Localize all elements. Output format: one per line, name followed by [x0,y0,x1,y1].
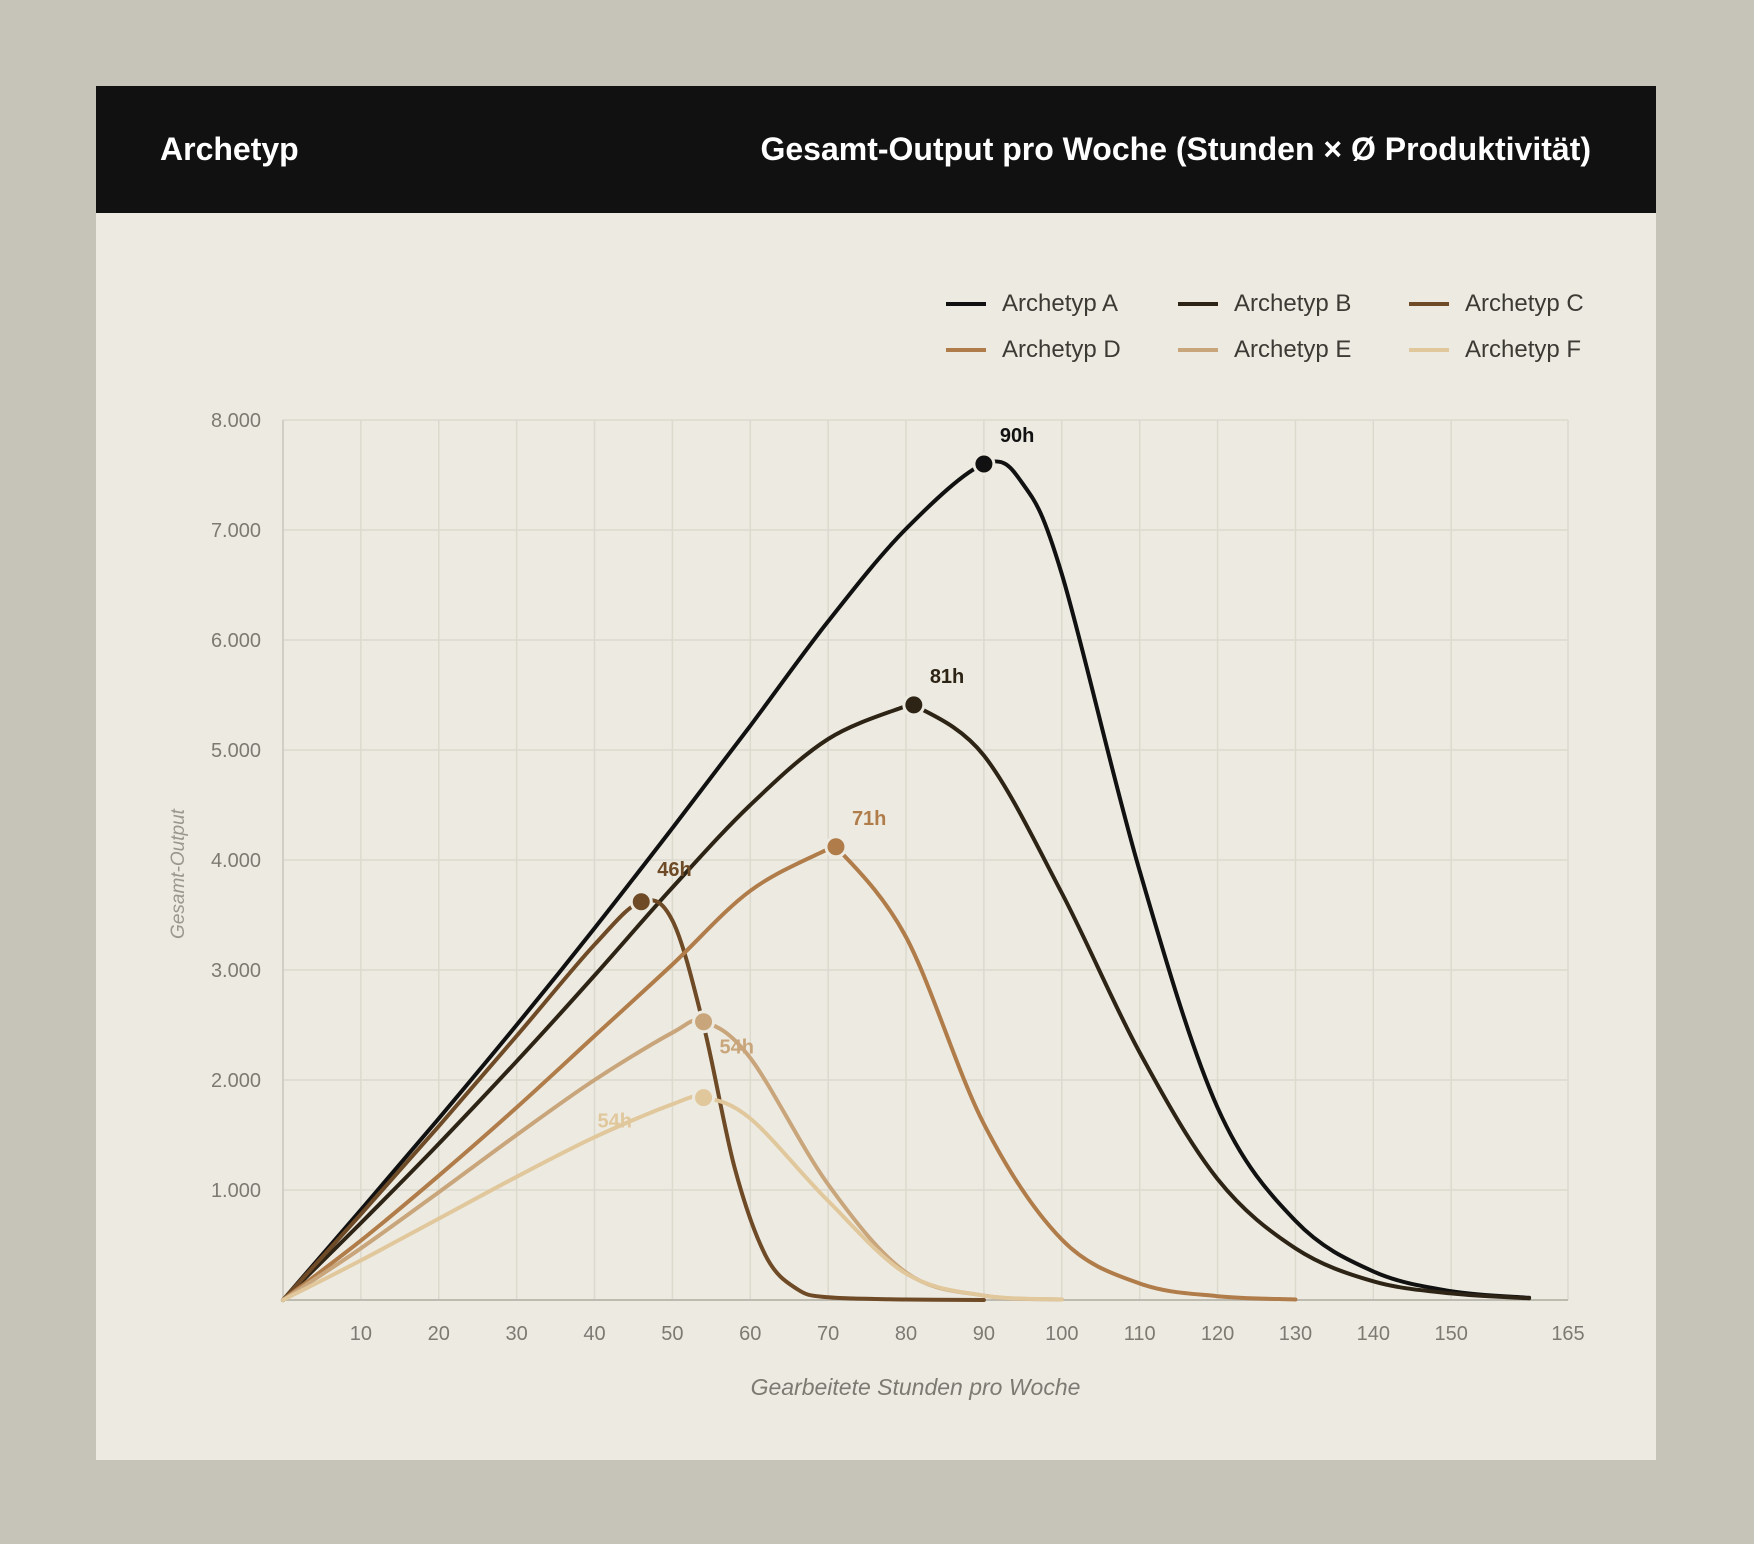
y-axis-label: Gesamt-Output [168,808,189,939]
line-chart: 10 20 30 40 50 60 70 80 90 100 110 120 130 140 150 165 1… [168,410,1585,1400]
legend-item-archetyp-b[interactable]: Archetyp B [1178,284,1351,324]
legend-label: Archetyp D [1002,336,1121,363]
y-tick-label: 6.000 [211,630,261,652]
legend-label: Archetyp C [1465,290,1584,317]
peak-label: 81h [930,666,964,688]
legend-swatch [946,302,986,306]
peak-label: 71h [852,808,886,830]
y-tick-label: 5.000 [211,740,261,762]
series-line-archetyp-d [281,837,1298,1302]
legend-swatch [946,348,986,352]
y-tick-label: 4.000 [211,850,261,872]
legend-item-archetyp-a[interactable]: Archetyp A [946,284,1118,324]
header-gesamt-output: Gesamt-Output pro Woche (Stunden × Ø Pro… [760,131,1591,167]
peak-markers: 90h 81h 46h 71h 54h 54h [598,425,1035,1133]
series-line-archetyp-f [281,1094,1064,1302]
peak-label: 54h [598,1111,632,1133]
legend-item-archetyp-f[interactable]: Archetyp F [1409,330,1581,370]
peak-marker [629,890,653,914]
legend-item-archetyp-c[interactable]: Archetyp C [1409,284,1584,324]
header-archetyp: Archetyp [160,131,299,167]
series-line-archetyp-c [281,898,986,1302]
x-tick-label: 140 [1357,1323,1390,1345]
legend-swatch [1409,302,1449,306]
x-tick-label: 20 [428,1323,450,1345]
legend-label: Archetyp F [1465,336,1582,363]
y-tick-label: 2.000 [211,1070,261,1092]
y-tick-label: 8.000 [211,410,261,432]
legend-swatch [1409,348,1449,352]
x-tick-label: 150 [1434,1323,1467,1345]
legend-swatch [1178,302,1218,306]
x-tick-label: 10 [350,1323,372,1345]
legend-label: Archetyp E [1234,336,1352,363]
peak-label: 46h [657,859,691,881]
peak-marker [692,1086,716,1110]
grid [283,419,1569,1300]
legend-label: Archetyp B [1234,290,1352,317]
y-tick-label: 7.000 [211,520,261,542]
x-axis-label: Gearbeitete Stunden pro Woche [751,1374,1081,1400]
legend-item-archetyp-d[interactable]: Archetyp D [946,330,1121,370]
x-tick-label: 30 [506,1323,528,1345]
x-tick-label: 80 [895,1323,917,1345]
x-tick-label: 120 [1201,1323,1234,1345]
peak-label: 90h [1000,425,1034,447]
legend-label: Archetyp A [1002,290,1119,317]
x-tick-label: 50 [661,1323,683,1345]
table-header: Archetyp Gesamt-Output pro Woche (Stunde… [96,86,1656,213]
y-tick-label: 1.000 [211,1180,261,1202]
x-tick-label: 90 [973,1323,995,1345]
series-line-archetyp-a [281,459,1532,1302]
legend-item-archetyp-e[interactable]: Archetyp E [1178,330,1351,370]
x-tick-label: 110 [1124,1323,1156,1345]
x-tick-label: 100 [1045,1323,1078,1345]
x-tick-label: 40 [583,1323,605,1345]
peak-marker [902,693,926,717]
tick-labels: 10 20 30 40 50 60 70 80 90 100 110 120 130 140 150 165 1… [211,410,1585,1345]
x-tick-label: 130 [1279,1323,1312,1345]
peak-marker [824,835,848,859]
chart-card: Archetyp Gesamt-Output pro Woche (Stunde… [96,86,1656,1460]
peak-marker [692,1010,716,1034]
legend-swatch [1178,348,1218,352]
peak-label: 54h [720,1037,754,1059]
x-tick-label: 70 [817,1323,839,1345]
peak-marker [972,452,996,476]
x-tick-label: 60 [739,1323,761,1345]
y-tick-label: 3.000 [211,960,261,982]
x-tick-label: 165 [1551,1323,1584,1345]
